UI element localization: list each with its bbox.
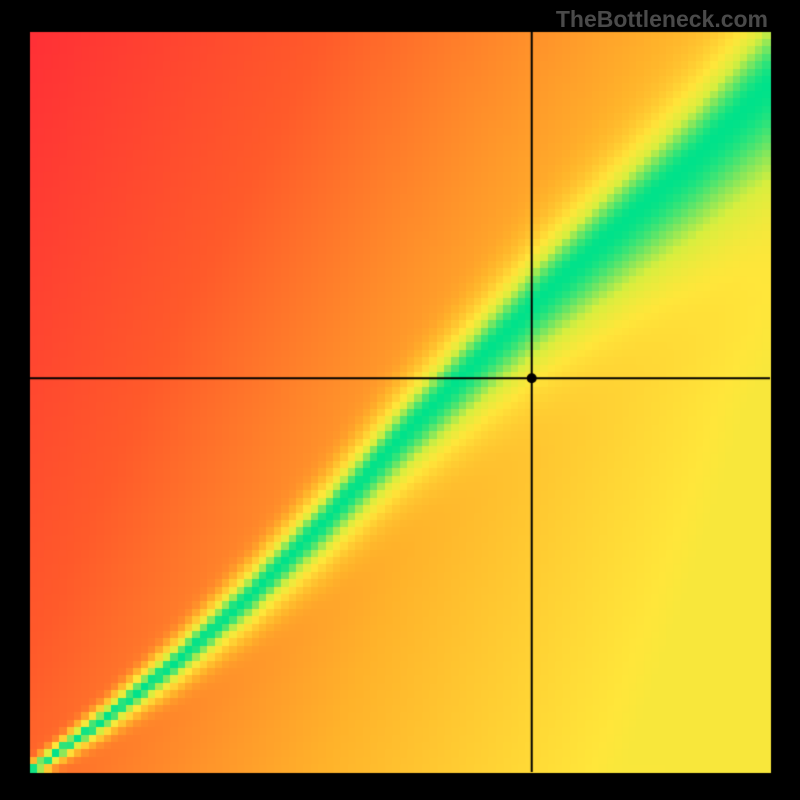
chart-container: TheBottleneck.com: [0, 0, 800, 800]
bottleneck-heatmap: [0, 0, 800, 800]
watermark-text: TheBottleneck.com: [556, 6, 768, 33]
